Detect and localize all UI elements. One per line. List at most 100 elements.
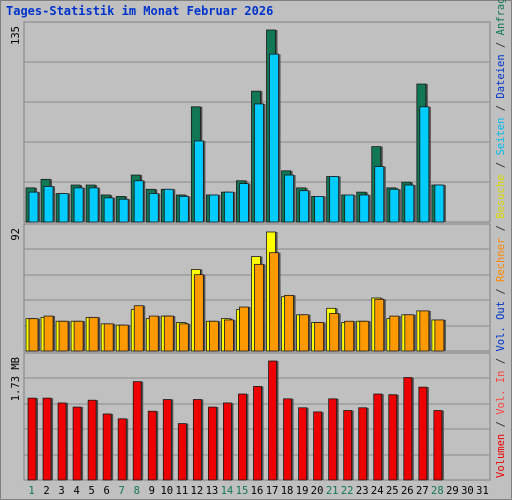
legend-separator: /: [495, 351, 507, 371]
bar: [253, 386, 262, 481]
bar-highlight: [420, 107, 423, 221]
bar-highlight: [105, 324, 108, 350]
bar: [239, 306, 249, 352]
y-max-label: 1.73 MB: [10, 357, 22, 401]
bar-highlight: [267, 31, 270, 221]
bar: [298, 407, 307, 481]
bar: [268, 360, 277, 481]
bar-highlight: [210, 322, 213, 350]
legend-item: Seiten: [495, 117, 507, 156]
bar-highlight: [90, 318, 93, 350]
bar-highlight: [89, 401, 92, 479]
bar: [254, 263, 264, 352]
x-tick-label: 8: [134, 485, 140, 497]
x-tick-label: 16: [251, 485, 264, 497]
bar-highlight: [180, 324, 183, 350]
bar-highlight: [297, 315, 300, 350]
bar-highlight: [390, 317, 393, 350]
bar-highlight: [344, 411, 347, 479]
x-tick-label: 20: [311, 485, 324, 497]
x-tick-label: 10: [160, 485, 173, 497]
bar: [73, 320, 84, 352]
x-tick-label: 22: [341, 485, 354, 497]
x-tick-label: 1: [28, 485, 34, 497]
bar: [192, 399, 202, 481]
bar-highlight: [87, 318, 90, 350]
bar: [388, 394, 398, 481]
bar-highlight: [222, 319, 225, 350]
bar-highlight: [357, 322, 360, 350]
bar: [102, 413, 112, 481]
bar: [43, 186, 54, 223]
bar: [373, 393, 383, 481]
bar-highlight: [255, 265, 258, 350]
bar: [88, 187, 99, 223]
bar: [314, 195, 325, 223]
bar-highlight: [312, 323, 315, 350]
bar: [433, 410, 443, 481]
bar-highlight: [435, 186, 438, 221]
bar-highlight: [45, 187, 48, 221]
bar-highlight: [420, 311, 423, 350]
bar-highlight: [195, 275, 198, 350]
bar: [359, 194, 370, 223]
bar: [208, 320, 219, 352]
bar-highlight: [389, 395, 392, 479]
bar: [163, 315, 174, 352]
bar-highlight: [44, 399, 47, 479]
bar: [27, 397, 37, 481]
bar-highlight: [342, 323, 345, 350]
legend-item: Rechner: [495, 237, 507, 282]
bar-highlight: [74, 408, 77, 479]
bar-highlight: [57, 194, 60, 221]
bar-highlight: [165, 317, 168, 350]
bar: [118, 324, 129, 352]
bar-highlight: [402, 315, 405, 350]
bar: [419, 106, 430, 223]
bar-highlight: [269, 362, 272, 479]
bar-highlight: [345, 195, 348, 221]
bar: [193, 140, 204, 223]
bar-highlight: [390, 190, 393, 221]
bar-highlight: [432, 320, 435, 350]
legend-separator: /: [495, 155, 507, 175]
bar-highlight: [30, 319, 32, 350]
bar: [118, 198, 129, 223]
bar-highlight: [342, 195, 345, 221]
bar-highlight: [224, 403, 227, 479]
bar: [223, 402, 232, 481]
bar-highlight: [177, 195, 180, 221]
x-tick-label: 3: [58, 485, 64, 497]
bar: [344, 194, 355, 223]
bar-highlight: [195, 141, 198, 221]
bar: [284, 174, 294, 223]
bar-highlight: [147, 190, 150, 221]
bar-highlight: [255, 104, 258, 221]
bar: [103, 323, 114, 352]
chart-title: Tages-Statistik im Monat Februar 2026: [6, 4, 274, 18]
bar-highlight: [132, 310, 135, 350]
bar-highlight: [375, 167, 378, 221]
bar: [403, 377, 413, 481]
bar-highlight: [150, 317, 153, 350]
bar-highlight: [207, 322, 210, 350]
bar: [374, 298, 385, 352]
bar-highlight: [60, 322, 63, 350]
bar: [434, 184, 445, 223]
bar: [329, 176, 340, 223]
bar: [314, 322, 325, 352]
bar-highlight: [419, 388, 422, 479]
bar-highlight: [120, 326, 123, 350]
x-tick-label: 4: [73, 485, 79, 497]
x-tick-label: 13: [206, 485, 219, 497]
bar-highlight: [225, 320, 228, 350]
bar-highlight: [402, 183, 405, 221]
bar: [88, 316, 99, 352]
x-tick-label: 14: [221, 485, 234, 497]
bar-highlight: [165, 190, 168, 221]
bar: [43, 315, 54, 352]
bar-highlight: [90, 188, 93, 221]
legend-separator: /: [495, 218, 507, 238]
bar-highlight: [117, 197, 120, 221]
legend-item: Volumen: [495, 433, 507, 478]
